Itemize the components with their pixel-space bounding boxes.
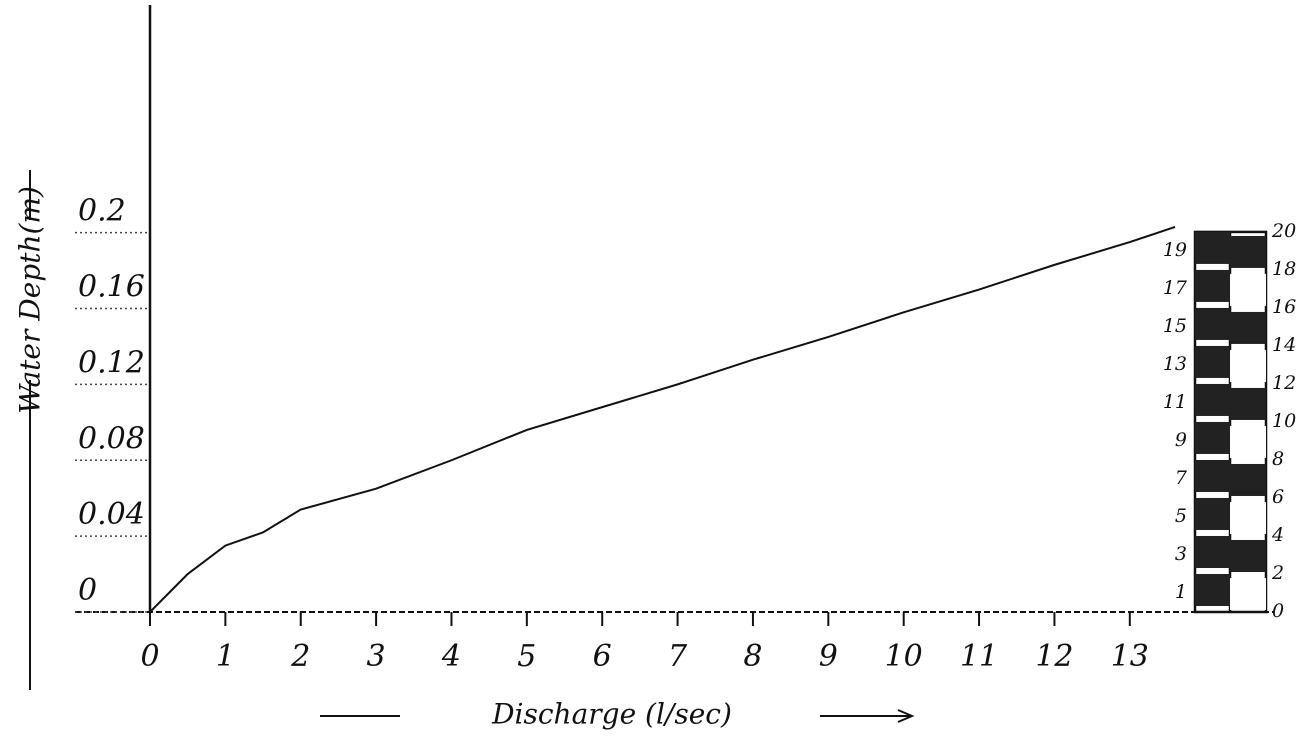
gauge-block bbox=[1195, 536, 1230, 568]
x-tick-label: 13 bbox=[1111, 639, 1149, 674]
gauge-block bbox=[1195, 460, 1230, 492]
gauge-block bbox=[1230, 350, 1266, 382]
gauge-right-label: 6 bbox=[1272, 486, 1284, 508]
gauge-block bbox=[1195, 498, 1230, 530]
gauge-left-label: 3 bbox=[1175, 543, 1187, 565]
y-tick-label: 0.04 bbox=[78, 497, 145, 532]
gauge-right-label: 20 bbox=[1271, 220, 1296, 242]
gauge-block bbox=[1230, 236, 1266, 268]
x-tick-label: 3 bbox=[367, 639, 386, 674]
x-tick-label: 7 bbox=[668, 639, 688, 674]
gauge-left-label: 5 bbox=[1175, 505, 1187, 527]
gauge-right-label: 8 bbox=[1272, 448, 1284, 470]
x-tick-label: 9 bbox=[819, 639, 838, 674]
gauge-block bbox=[1230, 464, 1266, 496]
gauge-block bbox=[1195, 422, 1230, 454]
gauge-right-label: 16 bbox=[1272, 296, 1296, 318]
y-tick-label: 0.12 bbox=[78, 345, 145, 380]
gauge-block bbox=[1230, 274, 1266, 306]
gauge-left-label: 7 bbox=[1175, 467, 1188, 489]
gauge-block bbox=[1230, 312, 1266, 344]
gauge-left-label: 1 bbox=[1175, 581, 1187, 603]
gauge-block bbox=[1195, 270, 1230, 302]
y-tick-label: 0.2 bbox=[78, 194, 126, 229]
gauge-block bbox=[1230, 578, 1266, 610]
gauge-block bbox=[1195, 574, 1230, 606]
chart: Water Depth(m) Discharge (l/sec) 0 0.04 0.… bbox=[0, 0, 1316, 749]
gauge-right-label: 14 bbox=[1272, 334, 1296, 356]
x-tick-label: 11 bbox=[960, 639, 998, 674]
x-tick-label: 0 bbox=[140, 639, 159, 674]
gauge-right-label: 12 bbox=[1272, 372, 1296, 394]
gauge-right-label: 0 bbox=[1272, 600, 1284, 622]
gauge-left-label: 13 bbox=[1163, 353, 1187, 375]
y-tick-label: 0 bbox=[78, 573, 97, 608]
gauge-right-label: 18 bbox=[1272, 258, 1296, 280]
x-tick-label: 8 bbox=[743, 639, 762, 674]
gauge-right-label: 4 bbox=[1271, 524, 1284, 546]
gauge-right-label: 10 bbox=[1272, 410, 1296, 432]
x-tick-label: 6 bbox=[593, 639, 612, 674]
y-tick-label: 0.08 bbox=[78, 421, 145, 456]
x-tick-label: 1 bbox=[216, 639, 235, 674]
gauge-block bbox=[1230, 426, 1266, 458]
gauge-right-label: 2 bbox=[1271, 562, 1284, 584]
gauge-left-label: 11 bbox=[1163, 391, 1187, 413]
gauge-block bbox=[1195, 232, 1230, 264]
gauge-block bbox=[1195, 308, 1230, 340]
gauge-block bbox=[1195, 346, 1230, 378]
y-tick-label: 0.16 bbox=[78, 270, 145, 305]
gauge-left-label: 9 bbox=[1175, 429, 1187, 451]
gauge-block bbox=[1230, 540, 1266, 572]
gauge-block bbox=[1230, 502, 1266, 534]
gauge-block bbox=[1195, 384, 1230, 416]
x-tick-label: 4 bbox=[441, 639, 461, 674]
y-axis-label: Water Depth(m) bbox=[14, 186, 47, 414]
gauge-left-label: 17 bbox=[1163, 277, 1188, 299]
data-line bbox=[150, 227, 1175, 612]
x-tick-label: 12 bbox=[1035, 639, 1073, 674]
x-tick-label: 2 bbox=[290, 639, 310, 674]
gauge-left-label: 15 bbox=[1163, 315, 1187, 337]
x-axis-label: Discharge (l/sec) bbox=[491, 698, 732, 731]
x-tick-label: 5 bbox=[517, 639, 536, 674]
gauge-left-label: 19 bbox=[1163, 239, 1187, 261]
gauge-block bbox=[1230, 388, 1266, 420]
x-tick-label: 10 bbox=[885, 639, 923, 674]
